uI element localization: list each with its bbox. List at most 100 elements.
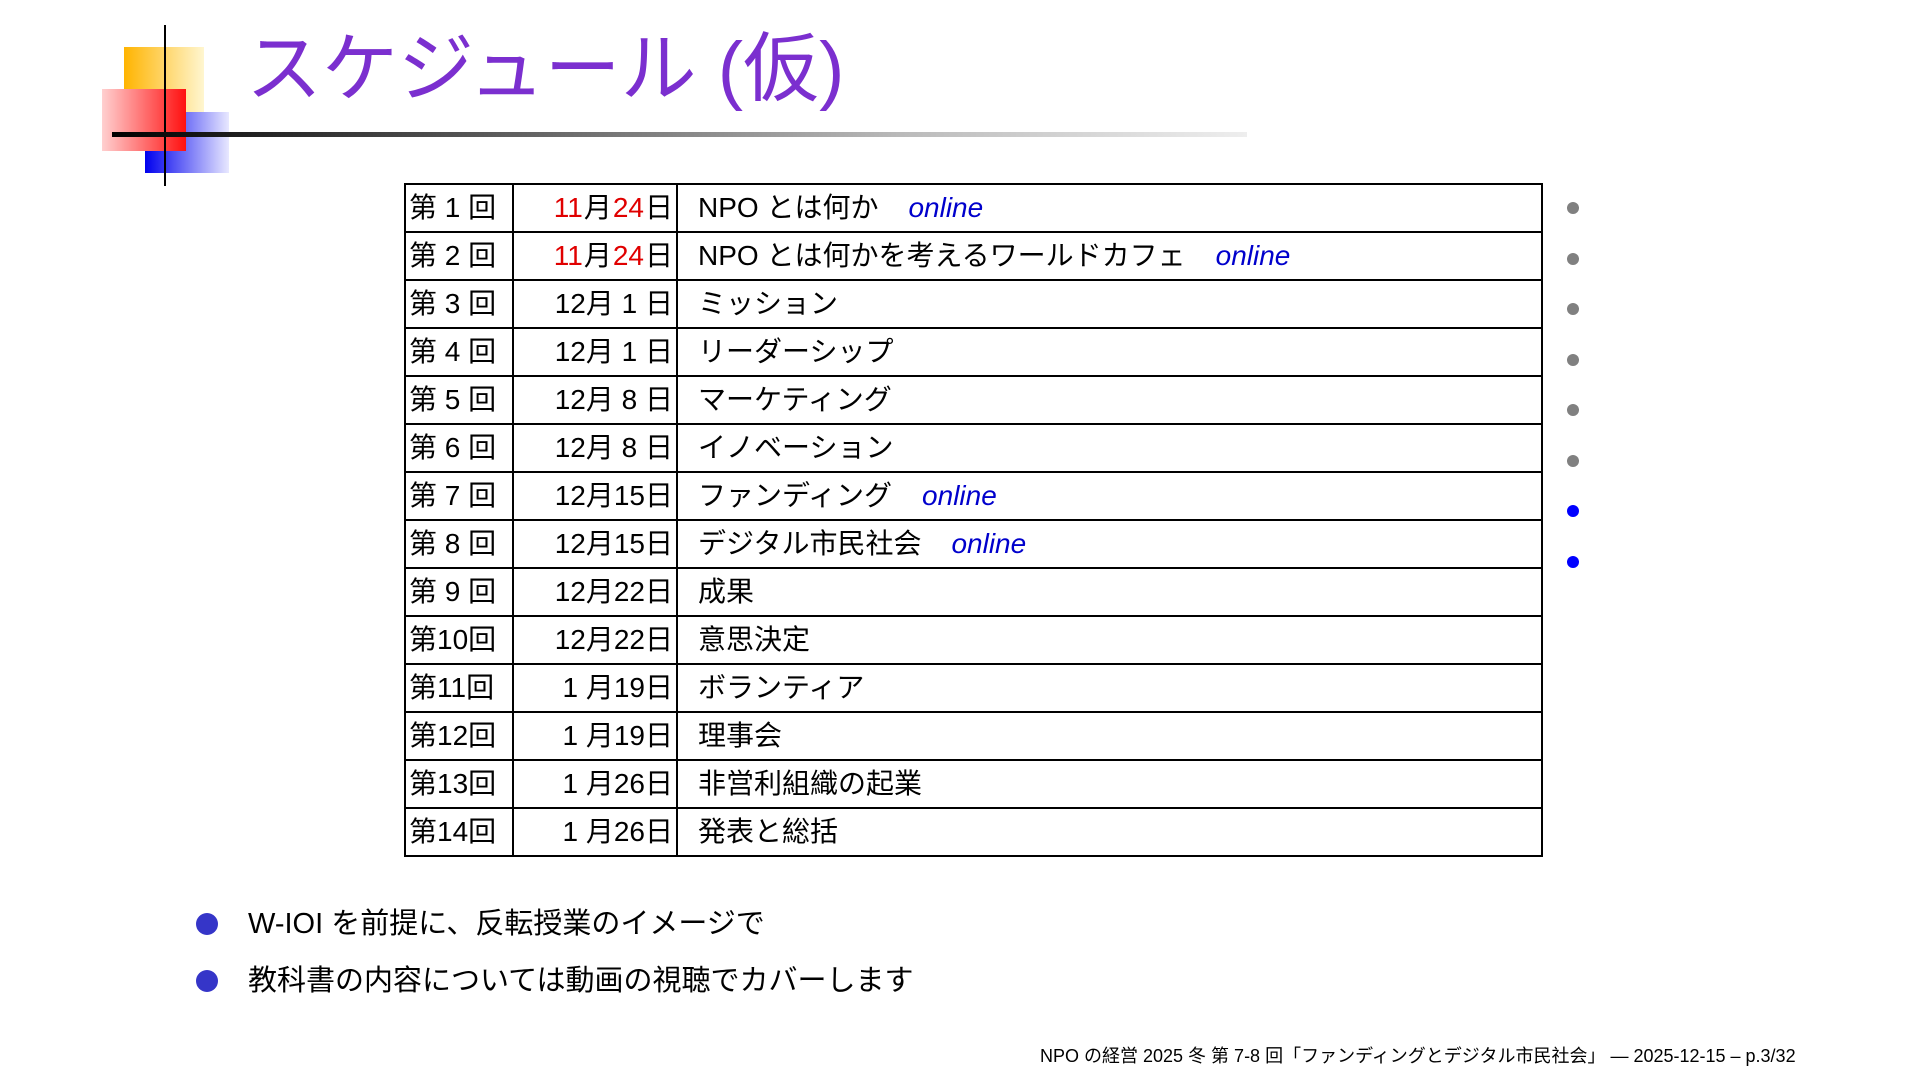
session-number: 第14回 (404, 807, 514, 857)
table-row: 第13回 1 月26日 非営利組織の起業 (404, 759, 1543, 809)
date-part: 1 月26日 (562, 768, 674, 799)
session-number: 第 9 回 (404, 567, 514, 617)
date-part: 12月 8 日 (554, 384, 673, 415)
session-number: 第 6 回 (404, 423, 514, 473)
topic-text: 理事会 (698, 720, 783, 751)
date-part: 日 (644, 192, 673, 223)
session-number: 第12回 (404, 711, 514, 761)
bullet-icon (196, 970, 218, 992)
status-dot-icon (1567, 454, 1579, 467)
table-row: 第 1 回 11月24日 NPO とは何か online (404, 183, 1543, 233)
date-part: 12月22日 (554, 576, 673, 607)
table-row: 第 2 回 11月24日 NPO とは何かを考えるワールドカフェ online (404, 231, 1543, 281)
bullet-text: W-IOI を前提に、反転授業のイメージで (248, 908, 765, 940)
status-dot-icon (1567, 353, 1579, 366)
table-row: 第 3 回 12月 1 日ミッション (404, 279, 1543, 329)
slide-footer: NPO の経営 2025 冬 第 7-8 回「ファンディングとデジタル市民社会」… (1040, 1046, 1796, 1066)
date-part: 月 (583, 240, 612, 271)
schedule-table: 第 1 回 11月24日 NPO とは何か online 第 2 回 11月24日 NPO … (404, 183, 1543, 857)
topic-text: マーケティング (698, 384, 892, 415)
session-number: 第13回 (404, 759, 514, 809)
session-date: 12月 8 日 (512, 423, 678, 473)
bullet-icon (196, 913, 218, 935)
table-row: 第11回 1 月19日 ボランティア (404, 663, 1543, 713)
session-date: 11月24日 (512, 231, 678, 281)
session-number: 第 3 回 (404, 279, 514, 329)
date-part: 日 (644, 240, 673, 271)
session-topic: イノベーション (676, 423, 1543, 473)
table-row: 第14回 1 月26日 発表と総括 (404, 807, 1543, 857)
session-date: 1 月19日 (512, 711, 678, 761)
table-row: 第 8 回 12月15日 デジタル市民社会 online (404, 519, 1543, 569)
date-part: 24 (612, 192, 644, 223)
title-underline (112, 132, 1247, 137)
date-part: 1 月19日 (562, 720, 674, 751)
status-dot-icon (1567, 303, 1579, 315)
session-topic: 意思決定 (676, 615, 1543, 665)
session-topic: 非営利組織の起業 (676, 759, 1543, 809)
session-number: 第 4 回 (404, 327, 514, 377)
session-topic: ミッション (676, 279, 1543, 329)
slide-title: スケジュール (仮) (246, 27, 845, 112)
session-number: 第 1 回 (404, 183, 514, 233)
topic-text: リーダーシップ (698, 336, 894, 367)
topic-text: NPO とは何か (698, 192, 879, 223)
status-dot-icon (1567, 202, 1579, 214)
topic-text: 意思決定 (698, 624, 811, 655)
date-part: 24 (612, 240, 644, 271)
online-label: online (922, 480, 997, 511)
session-date: 1 月26日 (512, 807, 678, 857)
date-part: 12月15日 (554, 528, 673, 559)
session-date: 11月24日 (512, 183, 678, 233)
date-part: 12月 8 日 (554, 432, 673, 463)
status-dot-icon (1567, 404, 1579, 416)
session-topic: リーダーシップ (676, 327, 1543, 377)
session-topic: マーケティング (676, 375, 1543, 425)
session-date: 12月22日 (512, 615, 678, 665)
online-label: online (951, 528, 1027, 559)
session-date: 12月 1 日 (512, 327, 678, 377)
session-date: 12月 8 日 (512, 375, 678, 425)
session-number: 第 2 回 (404, 231, 514, 281)
topic-text: デジタル市民社会 (698, 528, 922, 559)
session-date: 1 月19日 (512, 663, 678, 713)
topic-text: 発表と総括 (698, 816, 839, 847)
table-row: 第 7 回 12月15日 ファンディング online (404, 471, 1543, 521)
session-date: 1 月26日 (512, 759, 678, 809)
topic-text: ミッション (698, 288, 839, 319)
session-topic: ファンディング online (676, 471, 1543, 521)
logo-red-square (102, 89, 186, 151)
logo-vertical-line (164, 25, 166, 186)
session-number: 第 5 回 (404, 375, 514, 425)
date-part: 11 (553, 240, 583, 271)
session-number: 第11回 (404, 663, 514, 713)
date-part: 11 (553, 192, 583, 223)
date-part: 12月15日 (554, 480, 673, 511)
online-label: online (908, 192, 984, 223)
session-topic: NPO とは何かを考えるワールドカフェ online (676, 231, 1543, 281)
session-topic: デジタル市民社会 online (676, 519, 1543, 569)
bullet-text: 教科書の内容については動画の視聴でカバーします (248, 965, 914, 997)
table-row: 第 6 回 12月 8 日イノベーション (404, 423, 1543, 473)
date-part: 12月22日 (554, 624, 673, 655)
status-dot-icon (1567, 252, 1579, 265)
topic-text: 成果 (698, 576, 755, 607)
session-date: 12月15日 (512, 471, 678, 521)
date-part: 1 月19日 (562, 672, 674, 703)
session-topic: NPO とは何か online (676, 183, 1543, 233)
date-part: 12月 1 日 (554, 288, 673, 319)
online-label: online (1215, 240, 1291, 271)
session-topic: 理事会 (676, 711, 1543, 761)
topic-text: NPO とは何かを考えるワールドカフェ (698, 240, 1186, 271)
session-number: 第10回 (404, 615, 514, 665)
session-number: 第 7 回 (404, 471, 514, 521)
table-row: 第 5 回 12月 8 日マーケティング (404, 375, 1543, 425)
session-topic: ボランティア (676, 663, 1543, 713)
session-topic: 成果 (676, 567, 1543, 617)
status-dot-icon (1567, 505, 1579, 517)
date-part: 12月 1 日 (554, 336, 673, 367)
session-date: 12月22日 (512, 567, 678, 617)
session-number: 第 8 回 (404, 519, 514, 569)
topic-text: ボランティア (698, 672, 865, 703)
date-part: 月 (583, 192, 612, 223)
